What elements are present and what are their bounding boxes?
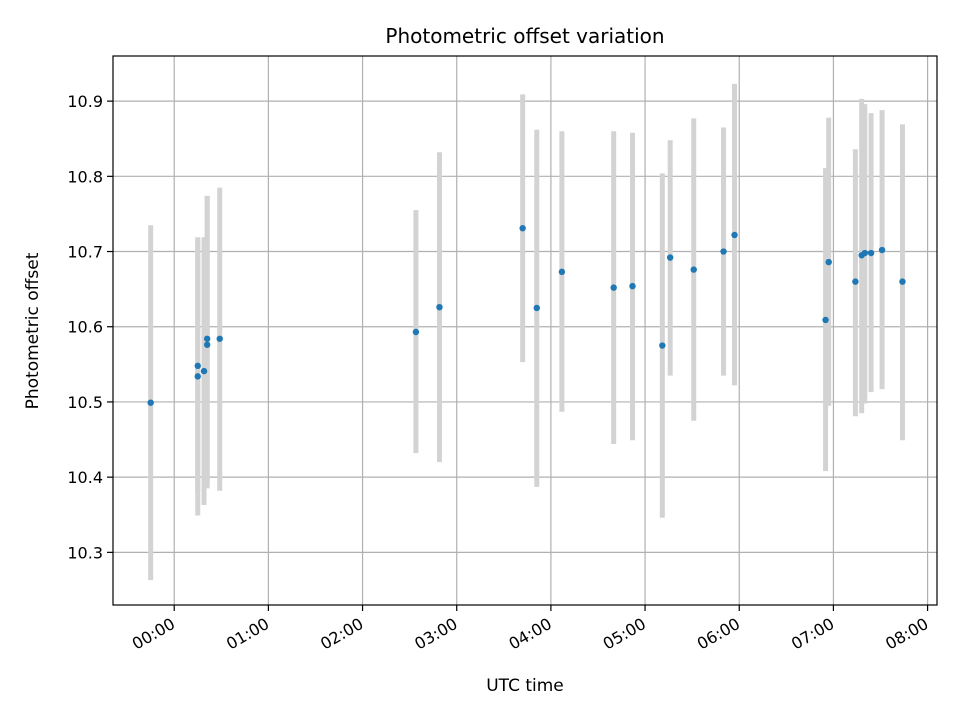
- data-point: [666, 254, 674, 261]
- data-point: [436, 303, 443, 311]
- data-point: [629, 282, 636, 290]
- data-point: [147, 399, 154, 406]
- x-tick-label: 07:00: [788, 614, 837, 654]
- data-point: [610, 284, 617, 291]
- data-point: [659, 342, 666, 349]
- y-axis-ticks: 10.3 10.4 10.5 10.6 10.7 10.8 10.9: [67, 92, 113, 562]
- x-tick-label: 00:00: [129, 614, 178, 654]
- data-point: [867, 249, 875, 257]
- x-tick-label: 08:00: [882, 614, 931, 654]
- data-points: [147, 225, 906, 406]
- y-tick-label: 10.7: [67, 243, 103, 262]
- data-point: [852, 278, 859, 285]
- x-axis-ticks: 00:00 01:00 02:00 03:00 04:00 05:00 06:00 07:00…: [129, 605, 932, 654]
- x-axis-label: UTC time: [486, 676, 564, 696]
- data-point: [822, 316, 829, 324]
- x-tick-label: 02:00: [317, 614, 366, 654]
- data-point: [731, 231, 738, 239]
- data-point: [412, 328, 420, 336]
- plot-area-frame: [112, 55, 938, 606]
- y-axis-label: Photometric offset: [23, 252, 43, 409]
- data-point: [200, 367, 208, 375]
- data-point: [519, 225, 526, 232]
- y-tick-label: 10.4: [67, 468, 103, 487]
- data-point: [899, 278, 906, 285]
- data-point: [720, 248, 727, 255]
- x-tick-label: 03:00: [411, 614, 460, 654]
- data-point: [825, 258, 832, 266]
- data-point: [861, 249, 869, 257]
- data-point: [194, 373, 201, 380]
- data-point: [194, 362, 201, 370]
- y-tick-label: 10.8: [67, 167, 103, 186]
- x-tick-label: 05:00: [600, 614, 649, 654]
- data-point: [533, 304, 540, 312]
- data-point: [878, 246, 886, 254]
- error-bars: [148, 83, 905, 581]
- chart-title: Photometric offset variation: [385, 24, 664, 48]
- y-tick-label: 10.3: [67, 543, 103, 562]
- y-tick-label: 10.5: [67, 393, 103, 412]
- x-tick-label: 04:00: [505, 614, 554, 654]
- x-tick-label: 06:00: [694, 614, 743, 654]
- x-tick-label: 01:00: [223, 614, 272, 654]
- data-point: [558, 268, 566, 276]
- data-point: [203, 335, 211, 342]
- data-point: [203, 341, 211, 348]
- y-tick-label: 10.9: [67, 92, 103, 111]
- data-point: [216, 335, 223, 342]
- y-tick-label: 10.6: [67, 318, 103, 337]
- data-point: [690, 266, 697, 273]
